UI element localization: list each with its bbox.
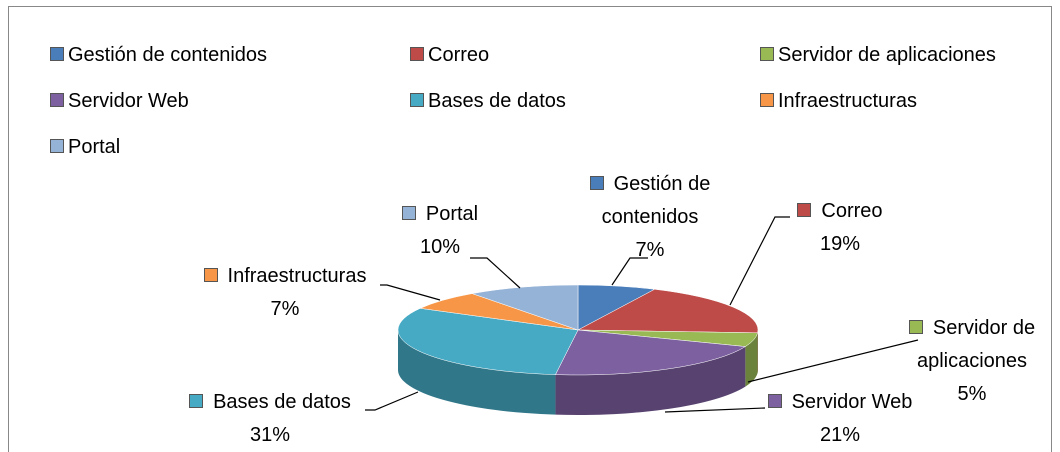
leader-line: [729, 216, 790, 306]
legend-entry: Portal: [50, 135, 120, 159]
data-label: Correo 19%: [765, 195, 915, 261]
pie-slice: [577, 289, 759, 334]
data-label-swatch: [767, 394, 782, 408]
data-label-value: 21%: [819, 424, 861, 446]
data-label: Infraestructuras 7%: [175, 260, 395, 326]
data-label-swatch: [908, 320, 923, 334]
legend-swatch: [410, 93, 424, 107]
legend-entry: Servidor Web: [50, 89, 189, 113]
legend-entry: Bases de datos: [410, 89, 566, 113]
data-label-swatch: [797, 203, 812, 217]
legend-swatch: [50, 139, 64, 153]
data-label-category: Gestión de contenidos: [601, 173, 711, 228]
legend-entry: Gestión de contenidos: [50, 43, 267, 67]
data-label-category: Servidor de aplicaciones: [916, 317, 1036, 372]
pie-slice: [471, 284, 579, 331]
data-label-value: 7%: [635, 239, 665, 261]
leader-line: [380, 284, 441, 301]
data-label-value: 7%: [270, 298, 300, 320]
legend-entry: Correo: [410, 43, 489, 67]
data-label: Portal 10%: [380, 198, 500, 264]
data-label-category: Servidor Web: [791, 391, 913, 413]
data-label-category: Portal: [425, 203, 479, 225]
legend-swatch: [410, 47, 424, 61]
pie-slice: [397, 308, 579, 375]
legend-label: Gestión de contenidos: [68, 44, 268, 66]
data-label-swatch: [401, 206, 416, 220]
legend-label: Servidor de aplicaciones: [778, 44, 996, 66]
pie-tops: [397, 284, 759, 376]
data-label-category: Correo: [821, 200, 883, 222]
legend-entry: Infraestructuras: [760, 89, 917, 113]
data-label: Servidor de aplicaciones 5%: [887, 312, 1057, 411]
legend-label: Correo: [428, 44, 490, 66]
data-label-value: 19%: [819, 233, 861, 255]
data-label-swatch: [189, 394, 204, 408]
legend-entry: Servidor de aplicaciones: [760, 43, 996, 67]
data-label-category: Infraestructuras: [227, 265, 367, 287]
legend-label: Portal: [68, 136, 121, 158]
data-label: Gestión de contenidos 7%: [565, 168, 735, 267]
legend-swatch: [760, 93, 774, 107]
pie-slice: [555, 329, 747, 376]
data-label-value: 31%: [249, 424, 291, 446]
legend-swatch: [760, 47, 774, 61]
data-label: Bases de datos 31%: [160, 386, 380, 452]
data-label-category: Bases de datos: [213, 391, 351, 413]
data-label-swatch: [589, 176, 604, 190]
data-label-swatch: [203, 268, 218, 282]
leader-line: [664, 407, 766, 413]
pie-slice-side: [745, 332, 758, 387]
leader-line: [365, 391, 419, 411]
chart-border: [8, 6, 1052, 452]
legend-label: Servidor Web: [68, 90, 189, 112]
data-label-value: 10%: [419, 236, 461, 258]
data-label-value: 5%: [957, 383, 987, 405]
legend-swatch: [50, 93, 64, 107]
pie-slice-side: [398, 330, 556, 415]
legend-label: Bases de datos: [428, 90, 566, 112]
legend-swatch: [50, 47, 64, 61]
data-label: Servidor Web 21%: [740, 386, 940, 452]
leader-line: [747, 339, 919, 383]
leader-line: [611, 257, 648, 286]
leader-line: [470, 257, 521, 289]
legend-label: Infraestructuras: [778, 90, 917, 112]
